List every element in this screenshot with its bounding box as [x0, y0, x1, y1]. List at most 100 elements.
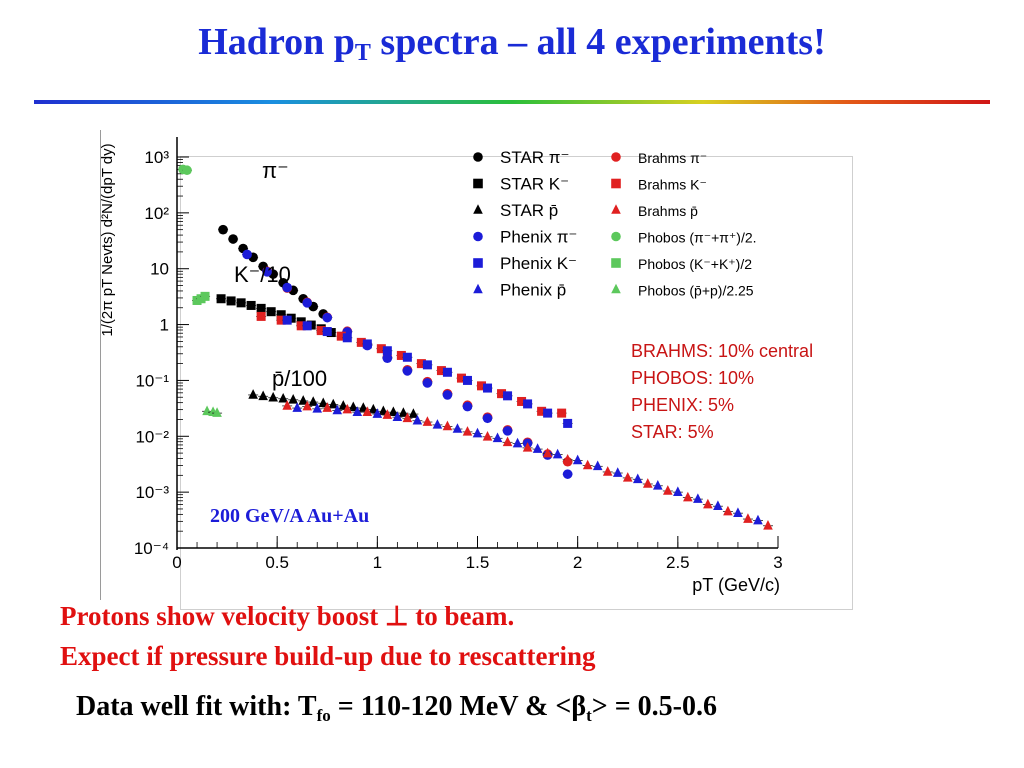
y-tick-label: 10⁻³	[135, 483, 169, 502]
legend-marker	[611, 152, 621, 162]
point-phobos-p-p-2-25	[202, 405, 212, 416]
centrality-note: PHENIX: 5%	[631, 395, 734, 415]
point-phenix-k	[402, 352, 412, 362]
x-tick-label: 2	[573, 553, 582, 572]
y-tick-label: 10⁻²	[135, 427, 169, 446]
point-brahms-p	[462, 426, 473, 436]
point-phenix-k	[362, 339, 372, 349]
legend-item: Brahms p̄	[638, 203, 698, 219]
point-phenix-p	[612, 467, 623, 477]
point-brahms-p	[482, 430, 493, 441]
point-phenix-p	[392, 411, 403, 421]
point-star-p	[328, 398, 339, 409]
point-phenix-k	[422, 360, 432, 370]
x-tick-label: 0	[172, 553, 181, 572]
point-phenix-k	[483, 383, 493, 393]
point-phenix	[462, 401, 473, 412]
point-brahms-p	[422, 416, 433, 426]
point-phenix-k	[382, 346, 392, 356]
point-star-p	[248, 389, 258, 399]
point-star-k	[246, 300, 256, 310]
legend-marker	[473, 204, 483, 214]
x-tick-label: 1.5	[466, 553, 490, 572]
legend-item: Brahms π⁻	[638, 150, 707, 166]
legend-marker	[473, 283, 483, 294]
fit-summary: Data well fit with: Tfo = 110-120 MeV & …	[76, 691, 717, 725]
point-brahms-p	[663, 485, 673, 495]
point-phenix	[302, 298, 313, 308]
point-phenix	[442, 390, 453, 400]
point-phenix	[502, 426, 513, 436]
page-title: Hadron pT spectra – all 4 experiments!	[198, 21, 826, 66]
point-phenix	[482, 413, 493, 424]
point-brahms-k	[456, 373, 466, 383]
legend-marker	[473, 178, 483, 189]
point-brahms-p	[582, 459, 593, 470]
point-phenix-p	[512, 437, 523, 448]
point-brahms-p	[602, 466, 613, 476]
point-brahms-p	[522, 442, 533, 452]
legend-item: Phenix p̄	[500, 281, 566, 300]
point-star-p	[318, 397, 329, 408]
legend-item: STAR π⁻	[500, 148, 570, 167]
x-tick-label: 1	[373, 553, 382, 572]
point-brahms-k	[537, 406, 547, 416]
point-phobos-k-k-2	[200, 291, 210, 301]
point-phenix	[242, 249, 252, 260]
curve-label-pi: π⁻	[262, 158, 289, 183]
point-brahms-p	[642, 478, 653, 488]
point-brahms-k	[517, 396, 527, 406]
point-phenix-p	[452, 423, 463, 433]
point-phenix-p	[552, 448, 563, 459]
point-phenix-p	[372, 408, 383, 418]
point-phenix-p	[492, 432, 503, 443]
y-tick-label: 1	[160, 316, 169, 335]
x-axis-label: pT (GeV/c)	[692, 575, 780, 595]
point-phenix-p	[292, 402, 302, 412]
point-phenix-k	[563, 418, 573, 428]
point-star-k	[216, 294, 226, 304]
point-phenix-p	[653, 479, 663, 490]
point-star-p	[298, 395, 309, 405]
point-phenix-p	[332, 404, 343, 415]
point-phenix-k	[442, 367, 452, 377]
collision-annotation: 200 GeV/A Au+Au	[210, 505, 369, 527]
point-phenix-p	[572, 454, 583, 465]
legend-marker	[611, 231, 621, 242]
point-phenix-p	[432, 419, 443, 429]
legend-item: Phenix π⁻	[500, 228, 577, 247]
legend-marker	[611, 178, 621, 189]
y-tick-label: 10	[150, 260, 169, 279]
legend-marker	[611, 258, 621, 268]
legend-marker	[473, 152, 483, 162]
point-brahms-k	[376, 344, 386, 354]
point-brahms-p	[763, 519, 773, 530]
legend-marker	[473, 231, 483, 242]
point-brahms-k	[296, 321, 306, 331]
point-star-p	[348, 401, 359, 412]
conclusion-line-2: Expect if pressure build-up due to resca…	[60, 641, 596, 671]
point-brahms-k	[396, 350, 406, 360]
centrality-note: STAR: 5%	[631, 422, 714, 442]
point-phenix-k	[543, 408, 553, 418]
point-brahms-p	[442, 420, 453, 431]
legend-item: Phobos (K⁻+K⁺)/2	[638, 256, 752, 272]
point-brahms-p	[683, 491, 693, 502]
point-phenix-p	[592, 460, 603, 471]
point-brahms-p	[723, 505, 733, 516]
y-tick-label: 10⁻¹	[135, 371, 169, 390]
legend-marker	[611, 204, 621, 214]
point-phenix-k	[523, 399, 533, 409]
y-tick-label: 10⁻⁴	[134, 539, 169, 558]
point-phenix	[382, 353, 393, 364]
point-brahms-k	[436, 366, 446, 376]
plot-frame-line	[100, 130, 101, 600]
point-phenix	[322, 312, 333, 323]
point-star-p	[398, 407, 409, 417]
point-phenix-p	[312, 403, 323, 413]
point-star-p	[368, 403, 379, 414]
point-star-p	[258, 390, 268, 401]
point-phenix	[262, 267, 272, 277]
point-brahms-p	[322, 402, 333, 412]
point-phenix	[402, 366, 413, 376]
